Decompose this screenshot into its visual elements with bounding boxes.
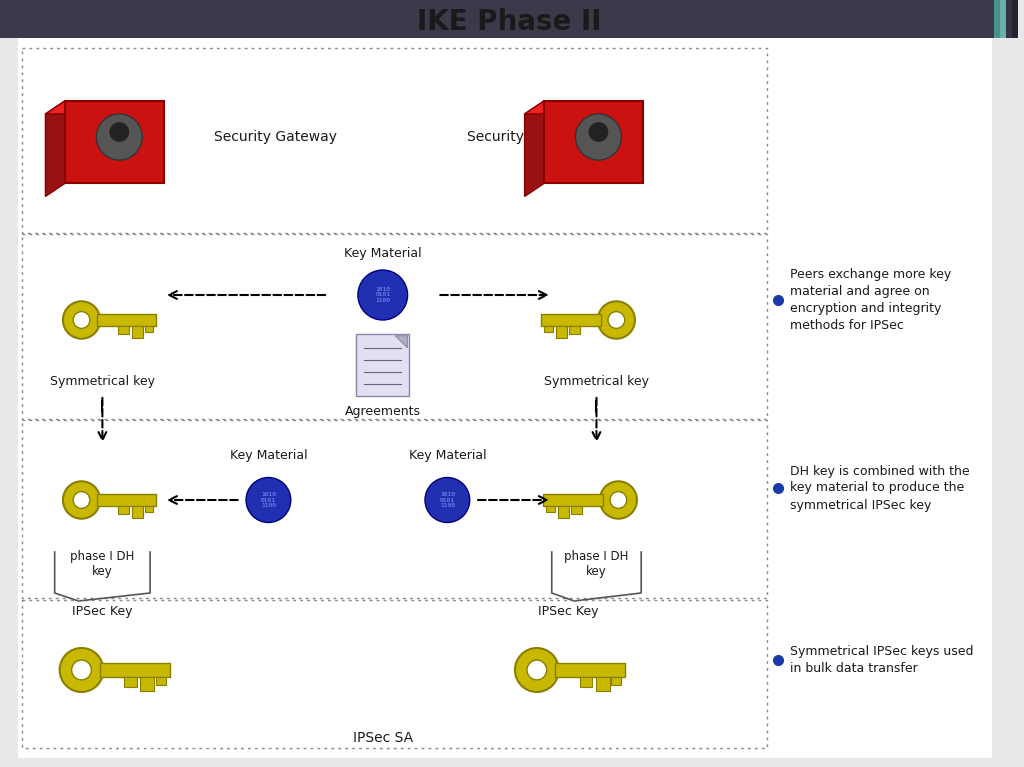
Circle shape xyxy=(608,311,625,328)
Text: IPSec Key: IPSec Key xyxy=(72,605,133,618)
FancyBboxPatch shape xyxy=(144,506,153,512)
Circle shape xyxy=(357,270,408,320)
FancyBboxPatch shape xyxy=(1000,0,1006,38)
FancyBboxPatch shape xyxy=(0,0,1018,38)
Text: 1010
0101
1100: 1010 0101 1100 xyxy=(440,492,455,509)
Text: IPSec Key: IPSec Key xyxy=(539,605,599,618)
Text: Security Gateway: Security Gateway xyxy=(467,130,590,144)
Circle shape xyxy=(589,122,608,142)
FancyBboxPatch shape xyxy=(100,663,170,677)
FancyBboxPatch shape xyxy=(66,100,164,183)
FancyBboxPatch shape xyxy=(356,334,410,397)
FancyBboxPatch shape xyxy=(571,506,582,515)
Polygon shape xyxy=(45,100,164,114)
Text: Peers exchange more key
material and agree on
encryption and integrity
methods f: Peers exchange more key material and agr… xyxy=(791,268,951,332)
Text: 1010
0101
1100: 1010 0101 1100 xyxy=(375,287,390,303)
FancyBboxPatch shape xyxy=(118,506,129,515)
FancyBboxPatch shape xyxy=(558,506,568,518)
Text: Security Gateway: Security Gateway xyxy=(214,130,337,144)
Circle shape xyxy=(73,492,90,509)
Circle shape xyxy=(73,311,90,328)
Text: DH key is combined with the
key material to produce the
symmetrical IPSec key: DH key is combined with the key material… xyxy=(791,465,970,512)
FancyBboxPatch shape xyxy=(547,506,555,512)
Circle shape xyxy=(246,478,291,522)
Circle shape xyxy=(110,122,129,142)
Text: Symmetrical key: Symmetrical key xyxy=(544,375,649,388)
FancyBboxPatch shape xyxy=(22,48,767,233)
FancyBboxPatch shape xyxy=(555,663,625,677)
FancyBboxPatch shape xyxy=(542,314,600,326)
Circle shape xyxy=(527,660,547,680)
Circle shape xyxy=(62,301,100,339)
FancyBboxPatch shape xyxy=(125,677,137,686)
FancyBboxPatch shape xyxy=(22,420,767,598)
FancyBboxPatch shape xyxy=(580,677,592,686)
FancyBboxPatch shape xyxy=(140,677,155,691)
FancyBboxPatch shape xyxy=(544,494,602,506)
Polygon shape xyxy=(524,100,643,114)
FancyBboxPatch shape xyxy=(611,677,621,685)
Circle shape xyxy=(610,492,627,509)
FancyBboxPatch shape xyxy=(118,326,129,334)
Circle shape xyxy=(72,660,91,680)
Text: phase I DH
key: phase I DH key xyxy=(564,550,629,578)
FancyBboxPatch shape xyxy=(17,38,992,758)
Circle shape xyxy=(96,114,142,160)
FancyBboxPatch shape xyxy=(97,494,157,506)
FancyBboxPatch shape xyxy=(156,677,166,685)
Text: Key Material: Key Material xyxy=(409,449,486,462)
Text: IKE Phase II: IKE Phase II xyxy=(417,8,601,36)
FancyBboxPatch shape xyxy=(545,326,553,333)
Text: Agreements: Agreements xyxy=(345,405,421,418)
Circle shape xyxy=(62,482,100,518)
FancyBboxPatch shape xyxy=(144,326,153,333)
FancyBboxPatch shape xyxy=(132,506,143,518)
FancyBboxPatch shape xyxy=(97,314,157,326)
Circle shape xyxy=(425,478,470,522)
FancyBboxPatch shape xyxy=(596,677,609,691)
FancyBboxPatch shape xyxy=(1012,0,1018,38)
FancyBboxPatch shape xyxy=(545,100,643,183)
Text: phase I DH
key: phase I DH key xyxy=(71,550,134,578)
FancyBboxPatch shape xyxy=(556,326,567,337)
Polygon shape xyxy=(524,100,545,196)
Circle shape xyxy=(600,482,637,518)
Text: 1010
0101
1100: 1010 0101 1100 xyxy=(261,492,275,509)
Text: IPSec SA: IPSec SA xyxy=(352,731,413,745)
Text: Symmetrical key: Symmetrical key xyxy=(50,375,155,388)
Circle shape xyxy=(515,648,559,692)
Text: Key Material: Key Material xyxy=(229,449,307,462)
FancyBboxPatch shape xyxy=(569,326,580,334)
FancyBboxPatch shape xyxy=(1006,0,1012,38)
FancyBboxPatch shape xyxy=(994,0,1000,38)
Polygon shape xyxy=(45,100,66,196)
Polygon shape xyxy=(395,336,408,347)
FancyBboxPatch shape xyxy=(22,234,767,419)
FancyBboxPatch shape xyxy=(132,326,143,337)
Text: Symmetrical IPSec keys used
in bulk data transfer: Symmetrical IPSec keys used in bulk data… xyxy=(791,645,974,675)
Circle shape xyxy=(598,301,635,339)
Circle shape xyxy=(59,648,103,692)
Circle shape xyxy=(575,114,622,160)
FancyBboxPatch shape xyxy=(22,600,767,748)
Text: Key Material: Key Material xyxy=(344,247,422,260)
